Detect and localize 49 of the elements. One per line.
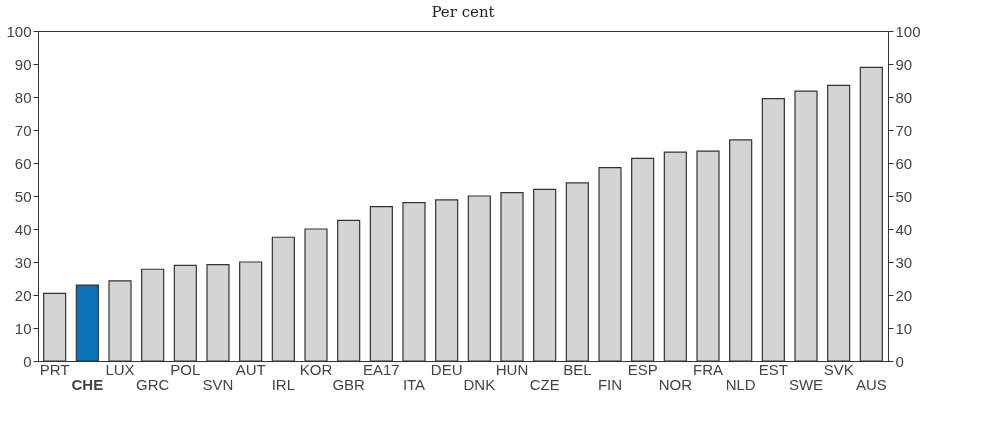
x-tick-label: IRL [271, 375, 295, 393]
x-tick-label: PRT [39, 360, 70, 378]
x-tick-label: FIN [597, 375, 623, 393]
x-tick-label: GRC [135, 375, 170, 393]
x-tick-label: ESP [627, 360, 658, 378]
y-tick-label: 80 [14, 88, 32, 106]
x-tick-label: POL [170, 360, 201, 378]
x-tick-label: HUN [495, 360, 529, 378]
x-tick-label: EST [758, 360, 788, 378]
y2-tick-label: 50 [895, 187, 913, 205]
y2-tick-label: 100 [895, 22, 921, 40]
x-tick-label: ITA [402, 375, 426, 393]
y-tick-label: 0 [23, 352, 32, 370]
x-tick-label: BEL [563, 360, 592, 378]
y-tick-label: 100 [6, 22, 32, 40]
x-tick-label: LUX [105, 360, 135, 378]
y-tick-label: 40 [14, 220, 32, 238]
y2-tick-label: 10 [895, 319, 913, 337]
x-tick-label: FRA [693, 360, 723, 378]
x-tick-label: NLD [725, 375, 756, 393]
y2-tick-label: 80 [895, 88, 913, 106]
x-tick-label: KOR [299, 360, 333, 378]
y-tick-label: 10 [14, 319, 32, 337]
y2-tick-label: 0 [895, 352, 904, 370]
y2-tick-label: 40 [895, 220, 913, 238]
y2-tick-label: 60 [895, 154, 913, 172]
x-tick-label: SVN [202, 375, 234, 393]
y-tick-label: 20 [14, 286, 32, 304]
x-tick-label: DNK [463, 375, 496, 393]
y-tick-label: 30 [14, 253, 32, 271]
y2-tick-label: 30 [895, 253, 913, 271]
y-tick-label: 60 [14, 154, 32, 172]
y-tick-label: 50 [14, 187, 32, 205]
x-tick-label: EA17 [362, 360, 400, 378]
y2-tick-label: 70 [895, 121, 913, 139]
x-tick-label: CHE [71, 375, 104, 393]
chart-title: Per cent [431, 3, 495, 21]
x-tick-label: AUT [235, 360, 266, 378]
x-tick-label: CZE [529, 375, 560, 393]
x-tick-label: NOR [658, 375, 693, 393]
x-tick-label: GBR [332, 375, 366, 393]
x-tick-label: DEU [430, 360, 463, 378]
y2-tick-label: 90 [895, 55, 913, 73]
y-tick-label: 70 [14, 121, 32, 139]
x-tick-label: SVK [823, 360, 854, 378]
x-tick-label: AUS [855, 375, 887, 393]
y-tick-label: 90 [14, 55, 32, 73]
y2-tick-label: 20 [895, 286, 913, 304]
x-tick-label: SWE [788, 375, 824, 393]
